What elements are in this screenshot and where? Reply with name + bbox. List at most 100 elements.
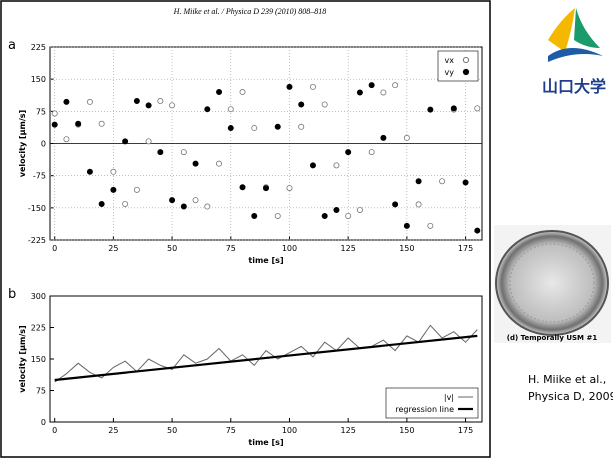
point: [86, 168, 93, 175]
point: [356, 89, 363, 96]
y-tick-label: 300: [31, 292, 46, 301]
x-tick-label: 0: [52, 244, 57, 253]
x-tick-label: 175: [458, 426, 473, 435]
point: [251, 125, 258, 132]
point: [321, 212, 328, 219]
x-axis-label: time [s]: [248, 438, 283, 447]
point: [462, 179, 469, 186]
point: [333, 206, 340, 213]
logo: 山口大学: [542, 8, 606, 96]
point: [286, 83, 293, 90]
x-tick-label: 25: [108, 426, 118, 435]
y-tick-label: 0: [41, 418, 46, 427]
point: [321, 101, 328, 108]
y-axis-label: velocity [μm/s]: [18, 110, 27, 177]
point: [157, 98, 164, 105]
legend-label: vx: [445, 56, 455, 65]
point: [274, 123, 281, 130]
panel-label: a: [8, 38, 16, 53]
point: [251, 212, 258, 219]
point: [298, 123, 305, 130]
charts: a -225 -150 -75 0 75 150 225 0 25 50 75 100 125 150 175…: [8, 38, 483, 447]
point: [98, 120, 105, 127]
point: [309, 83, 316, 90]
logo-text: 山口大学: [542, 77, 606, 96]
point: [180, 203, 187, 210]
x-tick-label: 100: [282, 244, 297, 253]
point: [145, 138, 152, 145]
x-tick-label: 75: [226, 244, 236, 253]
point: [169, 102, 176, 109]
x-tick-label: 50: [167, 426, 177, 435]
point: [415, 201, 422, 208]
y-tick-label: 225: [31, 324, 46, 333]
point: [180, 149, 187, 156]
point: [403, 222, 410, 229]
point: [427, 106, 434, 113]
x-tick-label: 175: [458, 244, 473, 253]
point: [227, 106, 234, 113]
point: [122, 200, 129, 207]
point: [380, 134, 387, 141]
series-line: [54, 334, 478, 382]
point: [204, 203, 211, 210]
legend-box: [437, 50, 479, 82]
citation: H. Miike et al.,: [528, 373, 606, 386]
point: [427, 222, 434, 229]
legend-swatch: [462, 68, 470, 76]
figure-frame: [0, 0, 491, 458]
point: [192, 197, 199, 204]
x-tick-label: 125: [341, 244, 356, 253]
point: [439, 178, 446, 185]
legend-swatch: [462, 56, 470, 64]
point: [274, 212, 281, 219]
figure-header: H. Miike et al. / Physica D 239 (2010) 8…: [173, 7, 327, 16]
point: [86, 98, 93, 105]
point: [392, 201, 399, 208]
series-line: [54, 324, 478, 383]
point: [403, 134, 410, 141]
point: [133, 186, 140, 193]
x-tick-label: 150: [399, 426, 414, 435]
panel-label: b: [8, 287, 16, 302]
point: [98, 200, 105, 207]
x-tick-label: 150: [399, 244, 414, 253]
point: [309, 162, 316, 169]
point: [110, 168, 117, 175]
x-tick-label: 75: [226, 426, 236, 435]
y-tick-label: 225: [31, 43, 46, 52]
point: [415, 178, 422, 185]
point: [216, 89, 223, 96]
legend-label: regression line: [395, 405, 454, 414]
x-tick-label: 25: [108, 244, 118, 253]
point: [169, 197, 176, 204]
point: [239, 89, 246, 96]
y-axis-label: velocity [μm/s]: [18, 325, 27, 392]
point: [75, 120, 82, 127]
point: [345, 212, 352, 219]
point: [286, 185, 293, 192]
point: [145, 102, 152, 109]
point: [51, 121, 58, 128]
citation: Physica D, 2009: [528, 390, 613, 403]
point: [333, 162, 340, 169]
point: [345, 149, 352, 156]
point: [110, 186, 117, 193]
point: [133, 98, 140, 105]
point: [380, 89, 387, 96]
photo: [494, 225, 611, 343]
x-tick-label: 0: [52, 426, 57, 435]
photo-caption: (d) Temporally USM #1: [507, 334, 598, 342]
point: [63, 136, 70, 143]
point: [368, 149, 375, 156]
x-tick-label: 50: [167, 244, 177, 253]
y-tick-label: 0: [41, 140, 46, 149]
point: [239, 184, 246, 191]
legend-label: vy: [445, 68, 455, 77]
point: [450, 105, 457, 112]
x-axis-label: time [s]: [248, 256, 283, 265]
point: [122, 138, 129, 145]
x-tick-label: 125: [341, 426, 356, 435]
point: [356, 206, 363, 213]
